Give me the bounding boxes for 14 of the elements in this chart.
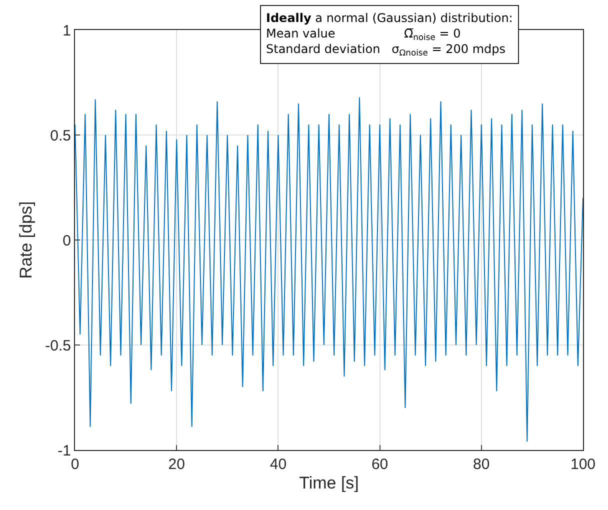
x-axis-title: Time [s] [299, 473, 359, 492]
y-tick-label: 0.5 [50, 127, 71, 144]
x-tick-label: 60 [371, 456, 388, 473]
line-series [75, 96, 583, 442]
x-tick-label: 80 [473, 456, 490, 473]
y-tick-label: -0.5 [45, 337, 71, 354]
x-tick-label: 20 [168, 456, 185, 473]
text: Ideally a normal (Gaussian) distribution: Mean value Ω̅$_{noise}$ = 0 Standard deviation σ$_{Ωnoise}$ = 200 mdps [266, 11, 513, 58]
x-tick-label: 40 [270, 456, 287, 473]
x-tick-label: 100 [570, 456, 596, 473]
y-axis-title: Rate [dps] [16, 201, 36, 279]
y-tick-label: 0 [62, 232, 71, 250]
y-tick-label: -1 [58, 442, 71, 460]
y-tick-label: 1 [62, 22, 71, 40]
